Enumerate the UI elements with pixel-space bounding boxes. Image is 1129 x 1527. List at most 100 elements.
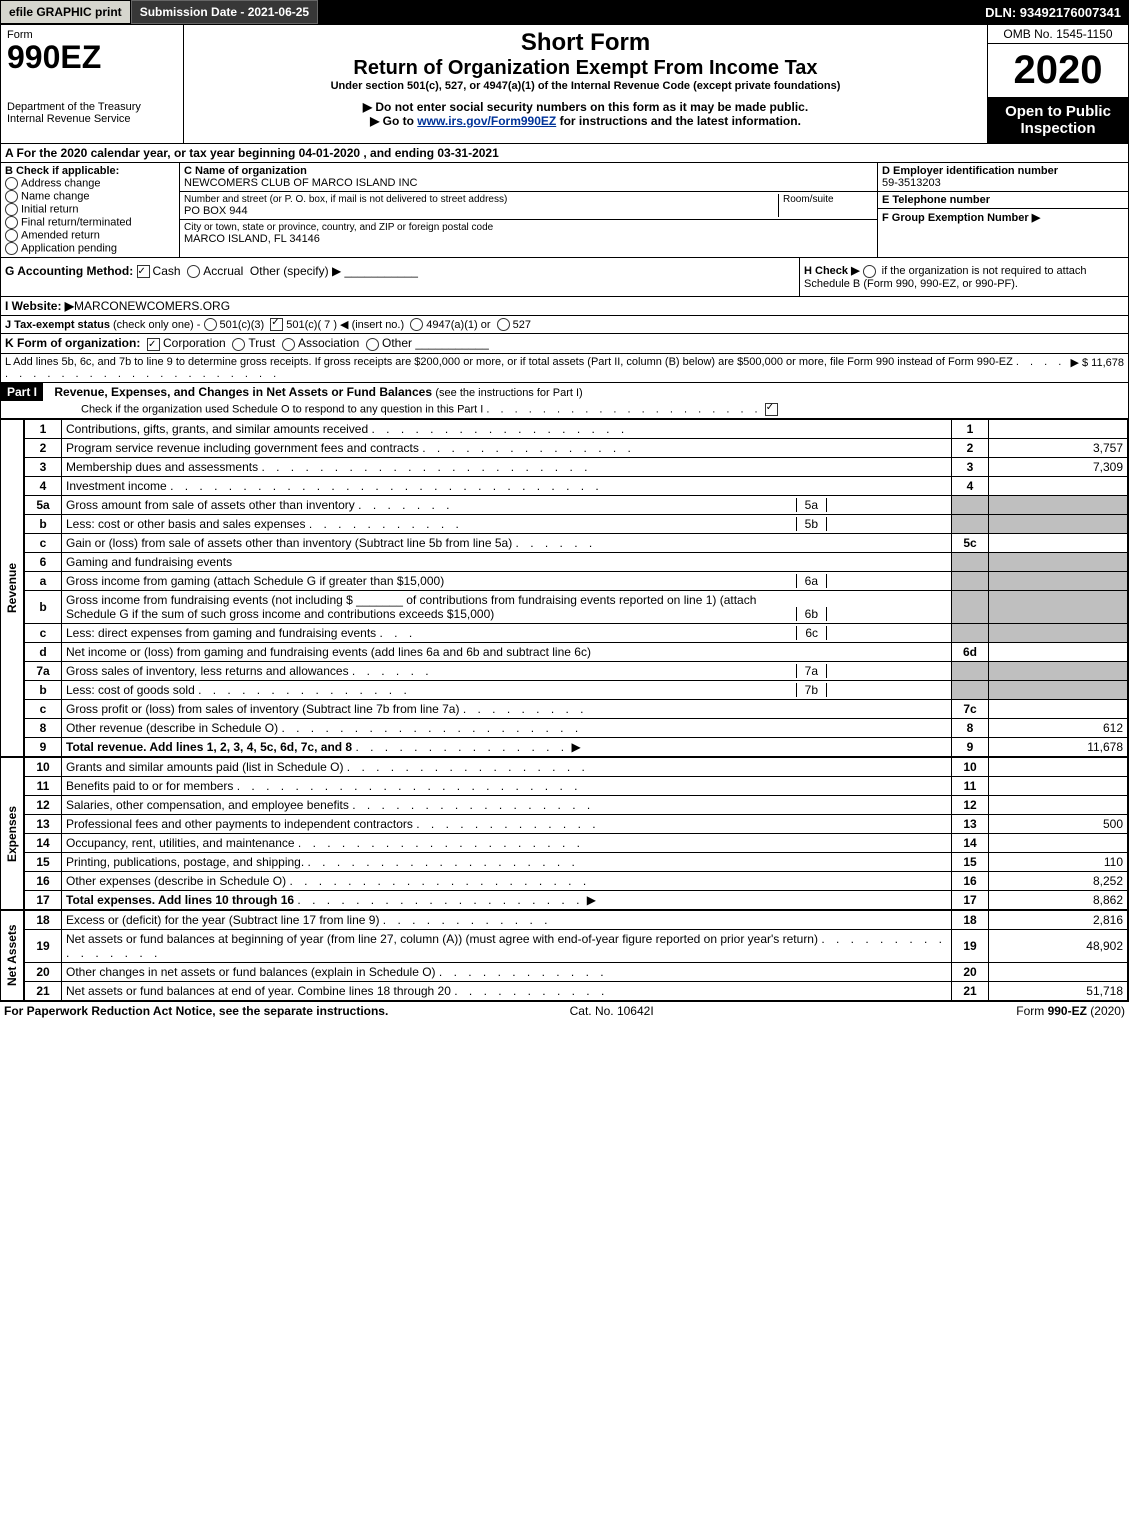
- expenses-section: Expenses 10Grants and similar amounts pa…: [0, 757, 1129, 910]
- j-note: (check only one) -: [113, 319, 200, 331]
- form-number: 990EZ: [7, 41, 177, 73]
- b-name-change[interactable]: Name change: [5, 190, 175, 203]
- line-11-val: [989, 776, 1128, 795]
- b-title: B Check if applicable:: [5, 165, 175, 177]
- i-label: I Website: ▶: [5, 299, 74, 313]
- l-amount: ▶ $ 11,678: [1070, 356, 1124, 380]
- line-2-val: 3,757: [989, 438, 1128, 457]
- line-5c-desc: Gain or (loss) from sale of assets other…: [66, 536, 512, 550]
- line-7c-desc: Gross profit or (loss) from sales of inv…: [66, 702, 459, 716]
- line-6a-desc: Gross income from gaming (attach Schedul…: [66, 574, 796, 588]
- line-20-val: [989, 962, 1128, 981]
- short-form-title: Short Form: [190, 29, 981, 57]
- section-c: C Name of organization NEWCOMERS CLUB OF…: [180, 163, 877, 257]
- f-label: F Group Exemption Number ▶: [882, 211, 1124, 224]
- line-16-desc: Other expenses (describe in Schedule O): [66, 874, 286, 888]
- line-10-desc: Grants and similar amounts paid (list in…: [66, 760, 343, 774]
- b-amended[interactable]: Amended return: [5, 229, 175, 242]
- line-18-val: 2,816: [989, 910, 1128, 929]
- goto-line: ▶ Go to www.irs.gov/Form990EZ for instru…: [190, 114, 981, 128]
- line-14-val: [989, 833, 1128, 852]
- revenue-side-label: Revenue: [1, 419, 24, 757]
- website-value: MARCONEWCOMERS.ORG: [74, 299, 230, 313]
- section-b: B Check if applicable: Address change Na…: [1, 163, 180, 257]
- org-name: NEWCOMERS CLUB OF MARCO ISLAND INC: [184, 177, 873, 189]
- net-assets-side-label: Net Assets: [1, 910, 24, 1001]
- room-suite-label: Room/suite: [778, 194, 873, 217]
- j-4947-checkbox[interactable]: [410, 318, 423, 331]
- part-i-title: Revenue, Expenses, and Changes in Net As…: [46, 385, 432, 399]
- line-3-val: 7,309: [989, 457, 1128, 476]
- line-10-val: [989, 757, 1128, 776]
- k-corp-checkbox[interactable]: [147, 338, 160, 351]
- j-527-checkbox[interactable]: [497, 318, 510, 331]
- website-row: I Website: ▶MARCONEWCOMERS.ORG: [0, 297, 1129, 316]
- line-20-desc: Other changes in net assets or fund bala…: [66, 965, 436, 979]
- line-1-val: [989, 419, 1128, 438]
- h-checkbox[interactable]: [863, 265, 876, 278]
- k-trust-checkbox[interactable]: [232, 338, 245, 351]
- line-5b-desc: Less: cost or other basis and sales expe…: [66, 517, 305, 531]
- line-7b-desc: Less: cost of goods sold: [66, 683, 195, 697]
- line-15-val: 110: [989, 852, 1128, 871]
- j-501c3-label: 501(c)(3): [220, 319, 265, 331]
- part-i-label: Part I: [1, 383, 43, 401]
- line-3-desc: Membership dues and assessments: [66, 460, 258, 474]
- form-header: Form 990EZ Department of the Treasury In…: [0, 24, 1129, 144]
- line-14-desc: Occupancy, rent, utilities, and maintena…: [66, 836, 295, 850]
- line-6b-desc: Gross income from fundraising events (no…: [66, 593, 353, 607]
- b-pending[interactable]: Application pending: [5, 242, 175, 255]
- g-accrual-checkbox[interactable]: [187, 265, 200, 278]
- j-501c-checkbox[interactable]: [270, 318, 283, 331]
- footer-form-ref: Form 990-EZ (2020): [1016, 1004, 1125, 1018]
- org-city: MARCO ISLAND, FL 34146: [184, 233, 873, 245]
- e-label: E Telephone number: [882, 194, 1124, 206]
- addr-label: Number and street (or P. O. box, if mail…: [184, 194, 778, 205]
- line-5a-desc: Gross amount from sale of assets other t…: [66, 498, 355, 512]
- line-13-val: 500: [989, 814, 1128, 833]
- line-8-desc: Other revenue (describe in Schedule O): [66, 721, 278, 735]
- ein: 59-3513203: [882, 177, 1124, 189]
- line-7a-desc: Gross sales of inventory, less returns a…: [66, 664, 349, 678]
- k-assoc-checkbox[interactable]: [282, 338, 295, 351]
- j-label: J Tax-exempt status: [5, 319, 110, 331]
- goto-suffix: for instructions and the latest informat…: [556, 114, 801, 128]
- b-final-return[interactable]: Final return/terminated: [5, 216, 175, 229]
- j-527-label: 527: [513, 319, 531, 331]
- page-footer: For Paperwork Reduction Act Notice, see …: [0, 1002, 1129, 1020]
- j-4947-label: 4947(a)(1) or: [426, 319, 490, 331]
- k-trust-label: Trust: [248, 336, 275, 350]
- b-initial-return[interactable]: Initial return: [5, 203, 175, 216]
- line-9-val: 11,678: [989, 737, 1128, 756]
- line-19-desc: Net assets or fund balances at beginning…: [66, 932, 818, 946]
- section-def: D Employer identification number 59-3513…: [877, 163, 1128, 257]
- k-other-checkbox[interactable]: [366, 338, 379, 351]
- j-501c3-checkbox[interactable]: [204, 318, 217, 331]
- efile-print-button[interactable]: efile GRAPHIC print: [0, 0, 131, 24]
- return-title: Return of Organization Exempt From Incom…: [190, 57, 981, 80]
- submission-date-button[interactable]: Submission Date - 2021-06-25: [131, 0, 318, 24]
- line-12-desc: Salaries, other compensation, and employ…: [66, 798, 349, 812]
- schedule-o-checkbox[interactable]: [765, 403, 778, 416]
- gh-row: G Accounting Method: Cash Accrual Other …: [0, 258, 1129, 297]
- k-corp-label: Corporation: [163, 336, 226, 350]
- net-assets-table: 18Excess or (deficit) for the year (Subt…: [24, 910, 1128, 1001]
- l-text: L Add lines 5b, 6c, and 7b to line 9 to …: [5, 356, 1013, 368]
- h-label: H Check ▶: [804, 265, 860, 277]
- footer-cat-no: Cat. No. 10642I: [570, 1004, 654, 1018]
- part-i-check-text: Check if the organization used Schedule …: [81, 403, 483, 415]
- city-label: City or town, state or province, country…: [184, 222, 873, 233]
- footer-left: For Paperwork Reduction Act Notice, see …: [4, 1004, 388, 1018]
- line-17-desc: Total expenses. Add lines 10 through 16: [66, 893, 294, 907]
- line-16-val: 8,252: [989, 871, 1128, 890]
- g-cash-label: Cash: [153, 264, 181, 278]
- expenses-side-label: Expenses: [1, 757, 24, 910]
- top-bar: efile GRAPHIC print Submission Date - 20…: [0, 0, 1129, 24]
- b-address-change[interactable]: Address change: [5, 177, 175, 190]
- line-11-desc: Benefits paid to or for members: [66, 779, 233, 793]
- part-i-header: Part I Revenue, Expenses, and Changes in…: [0, 383, 1129, 419]
- org-info-block: B Check if applicable: Address change Na…: [0, 163, 1129, 258]
- org-address: PO BOX 944: [184, 205, 778, 217]
- g-cash-checkbox[interactable]: [137, 265, 150, 278]
- irs-link[interactable]: www.irs.gov/Form990EZ: [417, 114, 556, 128]
